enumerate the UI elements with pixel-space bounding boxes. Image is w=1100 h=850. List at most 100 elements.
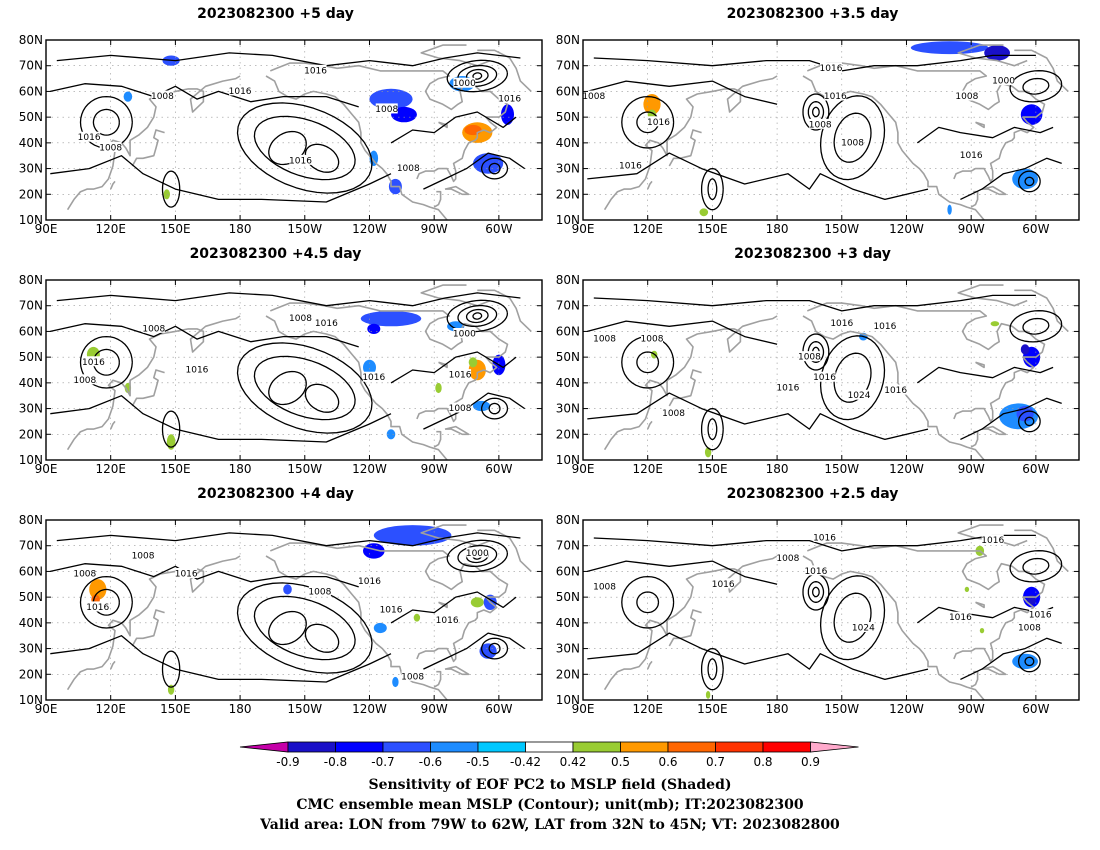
sensitivity-shade [643, 94, 661, 115]
panel-title: 2023082300 +3 day [734, 246, 891, 262]
mslp-contour [50, 395, 392, 443]
lat-tick-label: 60N [19, 564, 43, 578]
contour-label-bg [776, 552, 799, 563]
lon-tick-label: 150E [160, 222, 191, 236]
mslp-contour [916, 126, 1054, 144]
mslp-contour [50, 155, 392, 203]
mslp-contour [488, 162, 501, 175]
lat-tick-label: 80N [556, 273, 580, 287]
sensitivity-shade [699, 208, 709, 217]
coastline [269, 302, 509, 423]
lon-tick-label: 150E [697, 462, 728, 476]
contour-label: 1016 [78, 133, 101, 143]
lat-tick-label: 20N [19, 427, 43, 441]
contour-label-bg [1018, 622, 1041, 632]
lon-tick-label: 90W [421, 222, 448, 236]
mslp-contour [621, 575, 675, 629]
mslp-contour [480, 397, 509, 420]
lon-tick-label: 180 [229, 462, 252, 476]
lon-tick-label: 90W [421, 462, 448, 476]
caption-line-3: Valid area: LON from 79W to 62W, LAT fro… [260, 817, 840, 833]
mslp-contour [636, 111, 660, 134]
coastline [1014, 49, 1069, 92]
contour-label: 1016 [981, 536, 1004, 546]
mslp-contour [707, 658, 718, 681]
colorbar-level-label: 0.42 [560, 755, 587, 769]
map-plot: 1016 1016 1000 1008 1008 1016 1008 1016 1016 1008… [556, 33, 1080, 236]
coastline [131, 129, 165, 167]
mslp-contour [1022, 77, 1050, 95]
coastline [269, 542, 509, 663]
contour-label: 1016 [949, 613, 972, 623]
lon-tick-label: 120W [889, 462, 924, 476]
contour-label: 1008 [99, 144, 122, 154]
contour-label-bg [449, 369, 472, 380]
contour-label: 1016 [813, 534, 836, 544]
lon-tick-label: 60W [1022, 222, 1049, 236]
mslp-contour [593, 294, 1036, 312]
caption-line-2: CMC ensemble mean MSLP (Contour); unit(m… [296, 797, 804, 813]
plot-background [46, 520, 542, 700]
mslp-contour [390, 591, 517, 624]
panel-title: 2023082300 +4 day [197, 486, 354, 502]
lat-tick-label: 80N [19, 273, 43, 287]
sensitivity-shade [435, 382, 442, 394]
lat-tick-label: 50N [556, 590, 580, 604]
contour-label-bg [848, 389, 871, 400]
lat-tick-label: 80N [19, 513, 43, 527]
sensitivity-shade [89, 579, 107, 600]
mslp-contour [819, 335, 886, 421]
contour-label: 1016 [873, 322, 896, 332]
contour-label-bg [841, 136, 864, 147]
coastline [444, 185, 470, 196]
lat-tick-label: 70N [556, 59, 580, 73]
contour-label-bg [647, 116, 670, 127]
contour-label-bg [185, 364, 208, 374]
map-panel-p1: 2023082300 +5 day 1008 1016 1016 1008 1016 10… [8, 6, 543, 236]
map-layers: 1008 1016 1008 1016 1016 1000 1016 1016 1008 1008 [46, 520, 542, 700]
plot-background [46, 40, 542, 220]
lat-tick-label: 70N [19, 539, 43, 553]
coastline [477, 289, 532, 332]
lon-tick-label: 120E [95, 222, 126, 236]
map-layers: 1008 1016 1016 1008 1016 1016 1024 1008 1016 1016 [583, 520, 1079, 700]
contour-label: 1008 [401, 672, 424, 682]
coastline [1014, 529, 1069, 572]
coastline [981, 185, 1007, 196]
coastline [444, 665, 470, 676]
lon-tick-label: 150W [824, 222, 859, 236]
contour-label-bg [619, 160, 642, 170]
coastline [975, 601, 985, 609]
mslp-contour [587, 632, 929, 681]
contour-label-bg [981, 534, 1004, 545]
lon-tick-label: 90W [421, 702, 448, 716]
lon-tick-label: 180 [229, 222, 252, 236]
mslp-contour [390, 111, 517, 144]
mslp-contour [707, 178, 718, 201]
contour-label: 1016 [315, 319, 338, 329]
coastline [433, 670, 442, 688]
lat-tick-label: 50N [19, 110, 43, 124]
contour-label: 1016 [289, 156, 312, 166]
contour-label-bg [73, 374, 96, 385]
sensitivity-shade [705, 691, 711, 699]
contour-label-bg [498, 93, 521, 104]
mslp-contour [253, 115, 356, 181]
lat-tick-label: 70N [19, 59, 43, 73]
colorbar-box [477, 741, 526, 753]
contour-label: 1008 [397, 164, 420, 174]
lon-tick-label: 120W [352, 462, 387, 476]
contour-label: 1008 [776, 554, 799, 564]
colorbar-box [525, 741, 574, 753]
colorbar-level-label: 0.5 [611, 755, 630, 769]
contour-label-bg [175, 568, 198, 578]
colorbar-box [382, 741, 431, 753]
mslp-contour [1009, 310, 1063, 343]
mslp-contour [253, 595, 356, 661]
mslp-contour [812, 106, 820, 118]
lat-tick-label: 40N [19, 616, 43, 630]
map-panel-p6: 2023082300 +2.5 day 1008 1016 1016 1008 1016… [545, 486, 1080, 716]
lon-tick-label: 120E [95, 702, 126, 716]
mslp-contour [236, 102, 373, 194]
